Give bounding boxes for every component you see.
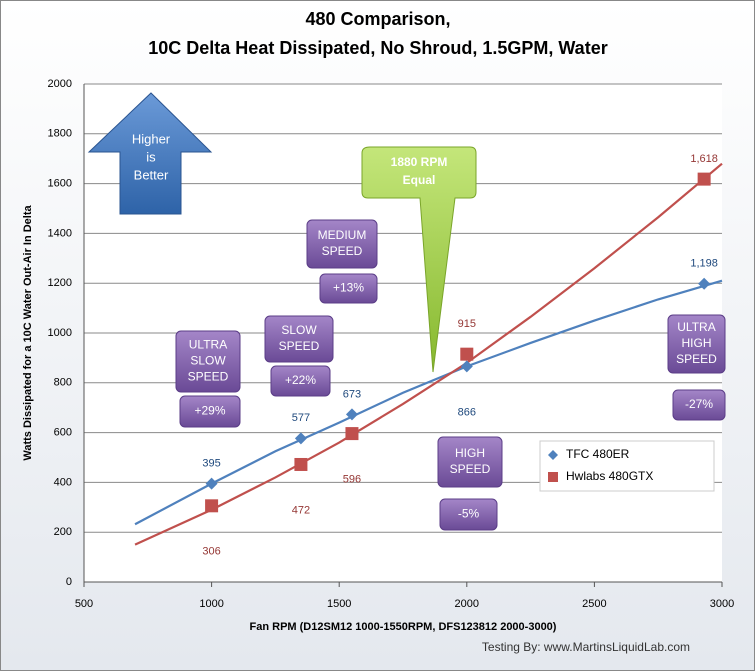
annotation-text: Better	[134, 167, 169, 182]
data-label: 395	[202, 458, 220, 470]
annotation-box	[437, 436, 503, 488]
y-axis-label: Watts Dissipated for a 10C Water Out-Air…	[22, 204, 34, 460]
legend-marker	[548, 472, 558, 482]
legend-box	[539, 440, 715, 492]
marker	[460, 347, 474, 361]
y-tick-label: 1400	[48, 227, 72, 239]
y-tick-label: 1600	[48, 178, 72, 190]
annotation-box	[270, 365, 331, 397]
annotation-text: +13%	[333, 281, 364, 295]
annotation-box	[667, 314, 726, 374]
legend: TFC 480ER Hwlabs 480GTX	[539, 440, 715, 492]
y-tick-label: 1200	[48, 277, 72, 289]
y-tick-label: 600	[54, 427, 72, 439]
annotation-box	[264, 315, 334, 363]
x-tick-label: 2000	[455, 598, 479, 610]
x-axis-label: Fan RPM (D12SM12 1000-1550RPM, DFS123812…	[250, 621, 557, 633]
annotation-text: SPEED	[322, 244, 363, 258]
data-label: 472	[292, 504, 310, 516]
legend-label: Hwlabs 480GTX	[566, 469, 653, 483]
annotation-box	[439, 498, 498, 531]
marker	[697, 172, 711, 186]
y-tick-label: 1800	[48, 128, 72, 140]
annotation-text: SPEED	[450, 462, 491, 476]
data-label: 915	[458, 318, 476, 330]
marker	[294, 457, 308, 471]
x-tick-label: 1000	[199, 598, 223, 610]
chart-title: 10C Delta Heat Dissipated, No Shroud, 1.…	[148, 38, 607, 58]
x-tick-label: 3000	[710, 598, 734, 610]
x-tick-label: 1500	[327, 598, 351, 610]
annotation-text: ULTRA	[677, 320, 715, 334]
marker	[460, 360, 473, 373]
annotation-text: ULTRA	[189, 338, 227, 352]
annotation-box	[179, 395, 241, 428]
marker	[205, 477, 218, 490]
marker	[345, 408, 358, 421]
annotation-box	[319, 273, 378, 304]
data-label: 577	[292, 412, 310, 424]
annotation-text: HIGH	[455, 446, 485, 460]
annotation-text: Equal	[403, 173, 436, 187]
annotation-text: +22%	[285, 373, 316, 387]
legend-marker	[548, 450, 558, 460]
marker	[294, 432, 307, 445]
y-tick-label: 0	[66, 576, 72, 588]
y-tick-label: 400	[54, 476, 72, 488]
marker	[345, 427, 359, 441]
data-label: 673	[343, 388, 361, 400]
annotation-box	[672, 389, 726, 421]
y-tick-label: 1000	[48, 327, 72, 339]
annotation-text: HIGH	[682, 336, 712, 350]
legend-label: TFC 480ER	[566, 447, 630, 461]
x-tick-label: 2500	[582, 598, 606, 610]
annotation-text: SLOW	[190, 354, 226, 368]
data-label: 866	[458, 406, 476, 418]
marker	[205, 499, 219, 513]
footer: Testing By: www.MartinsLiquidLab.com	[482, 640, 690, 654]
x-tick-label: 500	[75, 598, 93, 610]
chart-title: 480 Comparison,	[305, 9, 450, 29]
data-label: 1,198	[690, 258, 718, 270]
annotation-box	[306, 219, 378, 269]
annotation-box	[175, 330, 241, 393]
annotation-text: 1880 RPM	[391, 155, 448, 169]
annotation-text: +29%	[194, 404, 225, 418]
annotation-text: -27%	[685, 397, 713, 411]
data-label: 306	[202, 546, 220, 558]
arrow-shape	[87, 92, 213, 215]
annotation-text: is	[146, 149, 156, 164]
annotation-text: SPEED	[279, 339, 320, 353]
callout-shape	[361, 146, 477, 373]
trend-line	[134, 162, 723, 546]
annotation-text: MEDIUM	[318, 228, 367, 242]
data-label: 1,618	[690, 153, 718, 165]
trend-line	[134, 279, 723, 526]
y-tick-label: 800	[54, 377, 72, 389]
annotation-text: SPEED	[188, 370, 229, 384]
annotation-text: SPEED	[676, 352, 717, 366]
marker	[698, 277, 711, 290]
data-label: 596	[343, 474, 361, 486]
annotation-text: -5%	[458, 507, 480, 521]
annotation-text: SLOW	[281, 323, 317, 337]
annotation-text: Higher	[132, 131, 171, 146]
y-tick-label: 200	[54, 526, 72, 538]
y-tick-label: 2000	[48, 78, 72, 90]
